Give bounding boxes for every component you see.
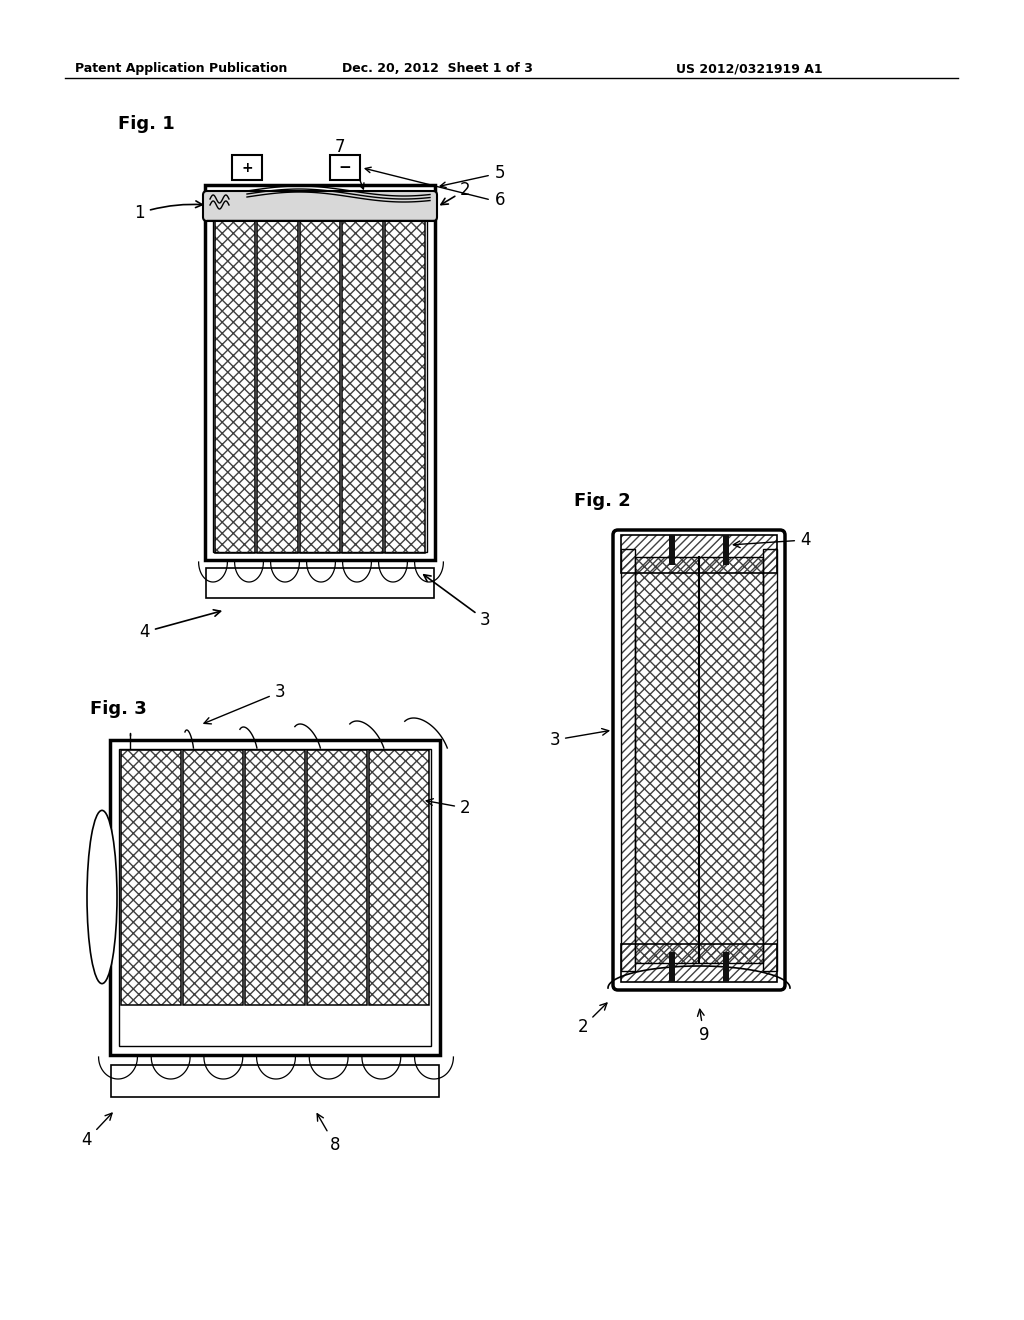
FancyBboxPatch shape [613, 531, 785, 990]
Text: +: + [242, 161, 253, 174]
Text: 2: 2 [426, 799, 471, 817]
Bar [215, 220, 255, 553]
Bar [183, 750, 243, 1005]
Bar [669, 952, 675, 982]
Bar [215, 220, 255, 553]
Bar [763, 549, 777, 972]
Text: 7: 7 [335, 139, 345, 156]
Bar [342, 220, 383, 553]
Text: Patent Application Publication: Patent Application Publication [75, 62, 288, 75]
Bar [213, 193, 427, 552]
Text: Fig. 2: Fig. 2 [574, 492, 631, 510]
Bar [307, 750, 367, 1005]
Bar [119, 748, 431, 1045]
Text: 4: 4 [733, 531, 811, 549]
Bar [369, 750, 429, 1005]
Bar [110, 741, 440, 1055]
Text: 6: 6 [495, 191, 506, 209]
Bar [635, 557, 763, 964]
Bar [257, 220, 298, 553]
Bar [307, 750, 367, 1005]
Text: 3: 3 [424, 574, 490, 630]
Bar [621, 944, 777, 982]
Text: Fig. 1: Fig. 1 [118, 115, 175, 133]
Text: Dec. 20, 2012  Sheet 1 of 3: Dec. 20, 2012 Sheet 1 of 3 [342, 62, 532, 75]
Text: 5: 5 [495, 164, 506, 182]
Bar [723, 535, 729, 565]
Bar [369, 750, 429, 1005]
Bar [206, 568, 434, 598]
Text: 2: 2 [441, 181, 471, 205]
Text: Fig. 3: Fig. 3 [90, 700, 146, 718]
Text: 1: 1 [134, 201, 203, 222]
Bar [111, 1065, 439, 1097]
Bar [330, 154, 360, 180]
Bar [385, 220, 425, 553]
Bar [621, 549, 635, 972]
Bar [385, 220, 425, 553]
Bar [621, 535, 777, 573]
Bar [183, 750, 243, 1005]
Bar [300, 220, 340, 553]
Bar [245, 750, 305, 1005]
Bar [245, 750, 305, 1005]
Bar [763, 549, 777, 972]
Bar [621, 549, 635, 972]
Bar [205, 185, 435, 560]
Bar [232, 154, 262, 180]
Bar [121, 750, 181, 1005]
Text: 9: 9 [697, 1010, 710, 1044]
Bar [621, 535, 777, 573]
Bar [669, 535, 675, 565]
Bar [257, 220, 298, 553]
Text: US 2012/0321919 A1: US 2012/0321919 A1 [676, 62, 822, 75]
Ellipse shape [87, 810, 117, 983]
FancyBboxPatch shape [203, 191, 437, 220]
Text: 4: 4 [82, 1113, 112, 1148]
Bar [342, 220, 383, 553]
Bar [300, 220, 340, 553]
Bar [723, 952, 729, 982]
Text: 3: 3 [549, 729, 608, 748]
Text: 2: 2 [578, 1003, 607, 1036]
Text: 4: 4 [139, 610, 220, 642]
Bar [121, 750, 181, 1005]
Bar [621, 944, 777, 982]
Text: −: − [339, 160, 351, 176]
Text: 3: 3 [204, 682, 286, 723]
Text: 8: 8 [317, 1114, 341, 1154]
Bar [635, 557, 763, 964]
